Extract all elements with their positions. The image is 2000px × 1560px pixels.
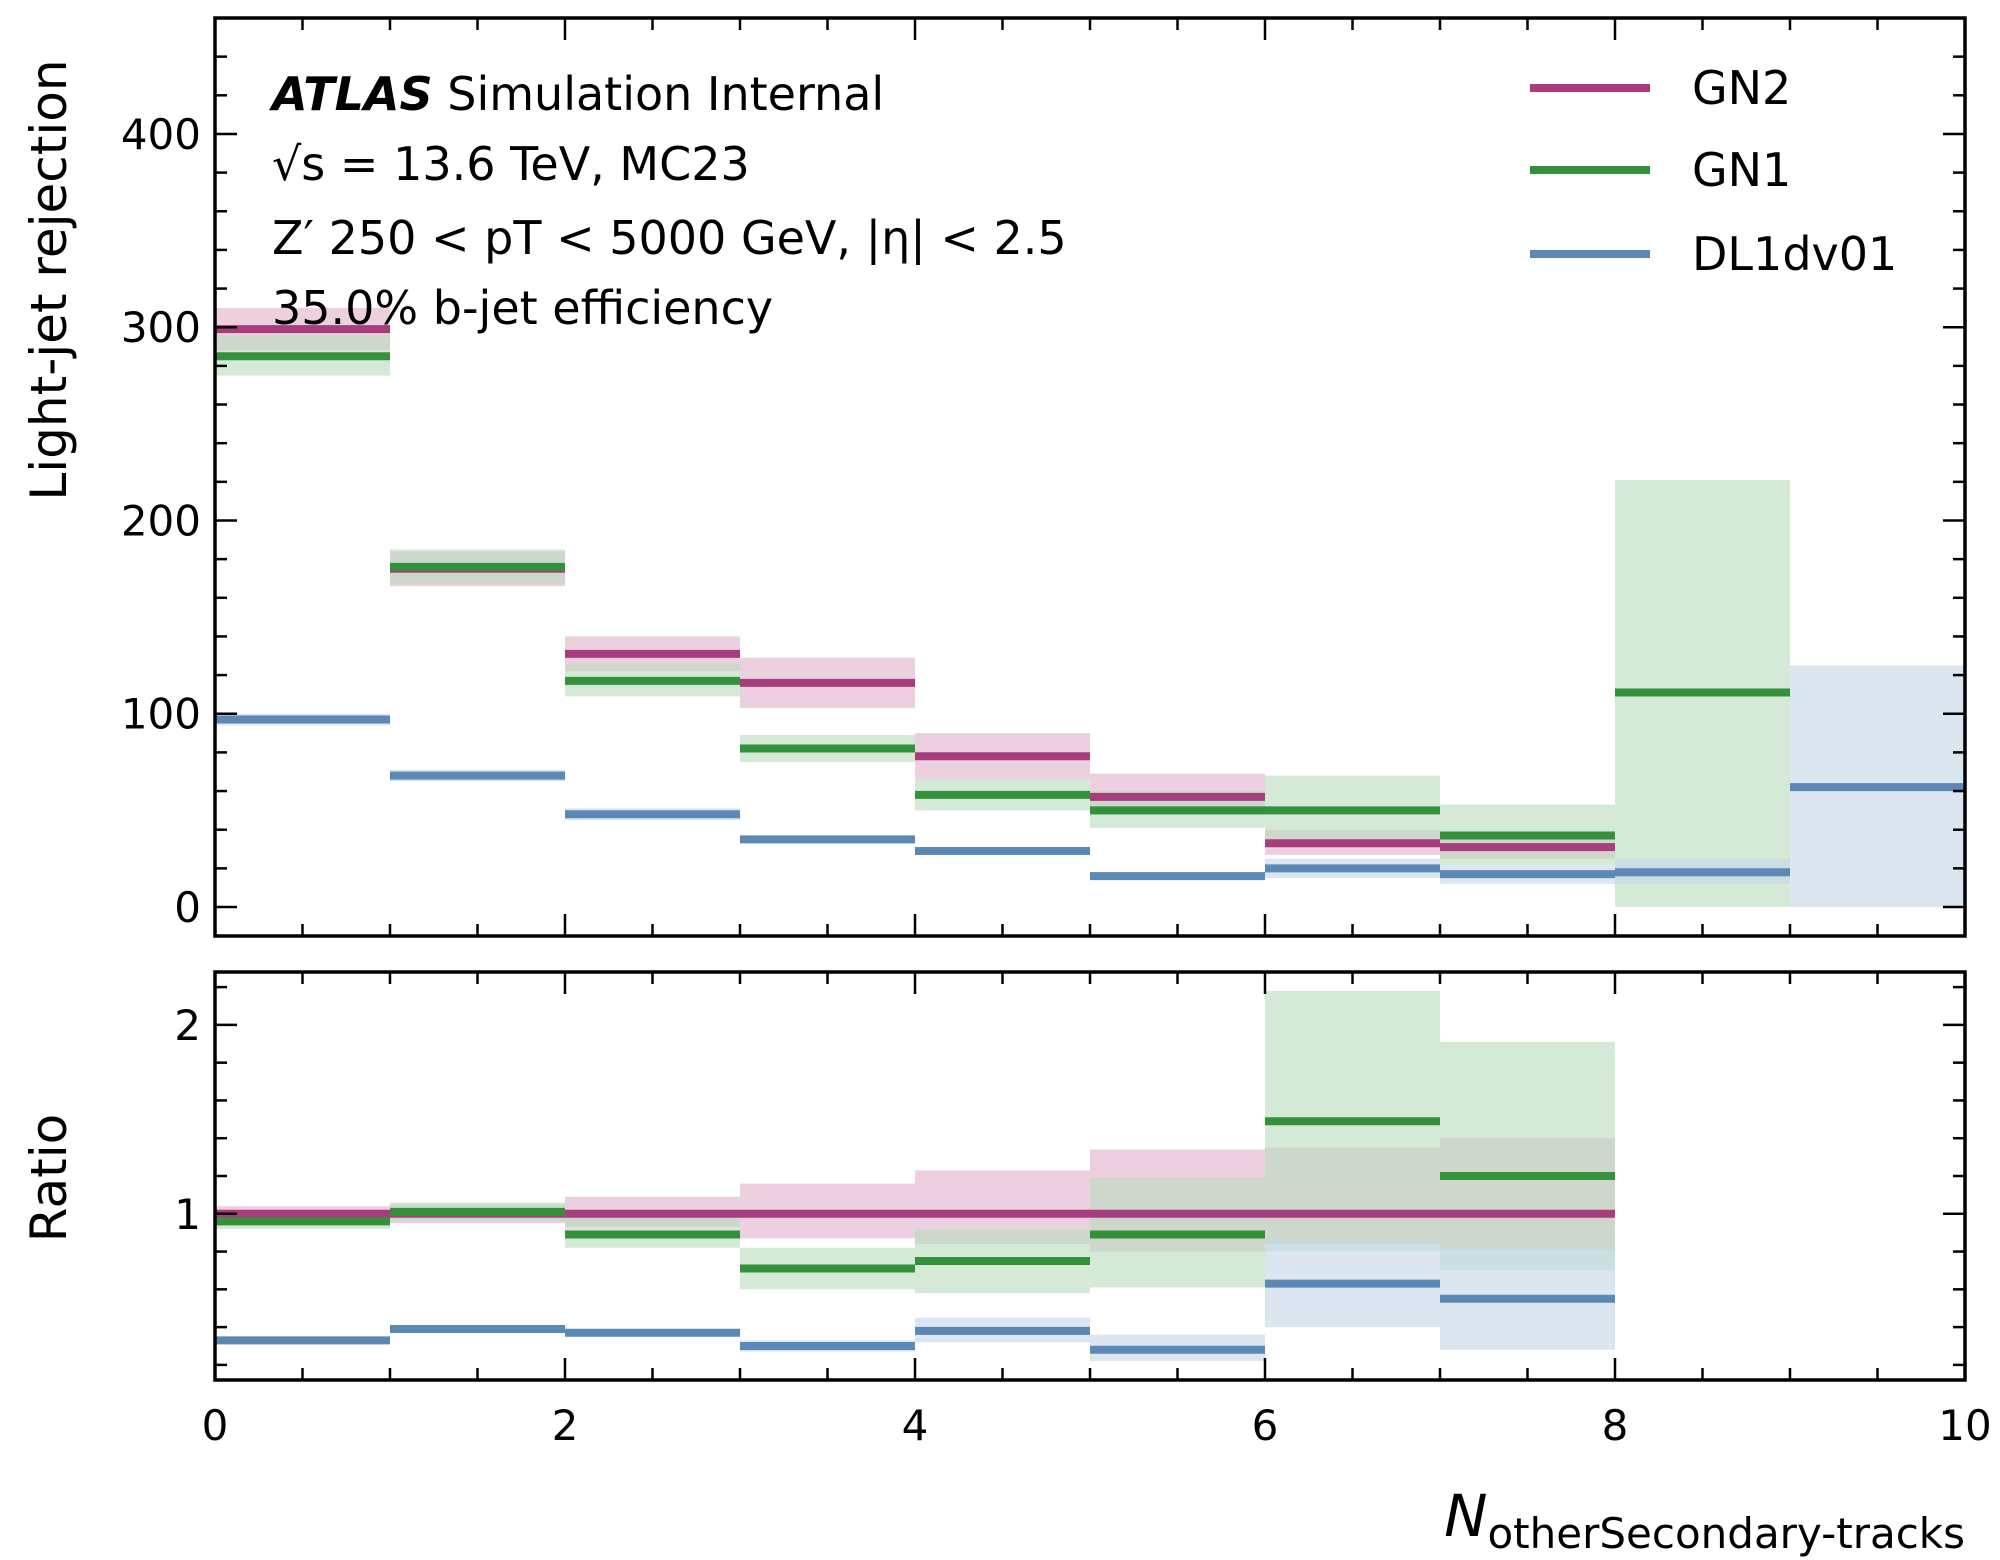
main-y-tick-label: 400 — [121, 110, 201, 159]
atlas-label-line: ATLAS Simulation Internal — [269, 67, 884, 121]
main-y-tick-label: 300 — [121, 303, 201, 352]
x-tick-label: 6 — [1252, 1401, 1279, 1450]
x-tick-label: 10 — [1938, 1401, 1991, 1450]
main-y-tick-label: 100 — [121, 690, 201, 739]
main-rejection-panel: 0 100 200 300 400 Light-jet rejection — [20, 16, 1967, 938]
selection-label: Z′ 250 < pT < 5000 GeV, |η| < 2.5 — [272, 211, 1067, 266]
x-axis-title: NotherSecondary-tracks — [1444, 1482, 1965, 1558]
efficiency-label: 35.0% b-jet efficiency — [272, 281, 773, 335]
main-y-axis-title: Light-jet rejection — [20, 59, 78, 500]
ratio-uncertainty-bands — [215, 990, 1615, 1362]
ratio-y-axis-title: Ratio — [20, 1114, 78, 1242]
x-axis-title-main: N — [1444, 1482, 1487, 1550]
legend-label-gn1: GN1 — [1692, 143, 1791, 197]
ratio-panel: 12 Ratio — [20, 970, 1967, 1382]
legend-label-dl1dv01: DL1dv01 — [1692, 227, 1897, 281]
x-axis-title-subscript: otherSecondary-tracks — [1487, 1509, 1965, 1558]
main-uncertainty-bands — [215, 307, 1965, 908]
x-tick-label: 0 — [202, 1401, 229, 1450]
ratio-y-tick-labels: 12 — [174, 1001, 201, 1239]
main-y-tick-label: 200 — [121, 496, 201, 545]
x-tick-label: 2 — [552, 1401, 579, 1450]
ratio-plot-frame — [213, 970, 1967, 1382]
ratio-band-gn1-bin-7 — [1440, 1041, 1615, 1271]
x-tick-label: 8 — [1602, 1401, 1629, 1450]
atlas-label: ATLAS — [269, 67, 433, 121]
ratio-y-tick-label: 2 — [174, 1001, 201, 1050]
ratio-series-lines — [215, 1117, 1615, 1354]
legend: GN2 GN1 DL1dv01 — [1530, 61, 1897, 281]
x-tick-labels: 0 2 4 6 8 10 — [202, 1401, 1992, 1450]
x-tick-label: 4 — [902, 1401, 929, 1450]
energy-label: √s = 13.6 TeV, MC23 — [272, 137, 750, 191]
main-series-lines — [215, 325, 1965, 881]
info-text-block: ATLAS Simulation Internal √s = 13.6 TeV,… — [269, 67, 1067, 335]
atlas-status: Simulation Internal — [433, 67, 885, 121]
main-y-tick-label: 0 — [174, 883, 201, 932]
ratio-y-tick-label: 1 — [174, 1190, 201, 1239]
legend-label-gn2: GN2 — [1692, 61, 1791, 115]
main-y-tick-labels: 0 100 200 300 400 — [121, 110, 201, 932]
main-plot-frame — [213, 16, 1967, 938]
